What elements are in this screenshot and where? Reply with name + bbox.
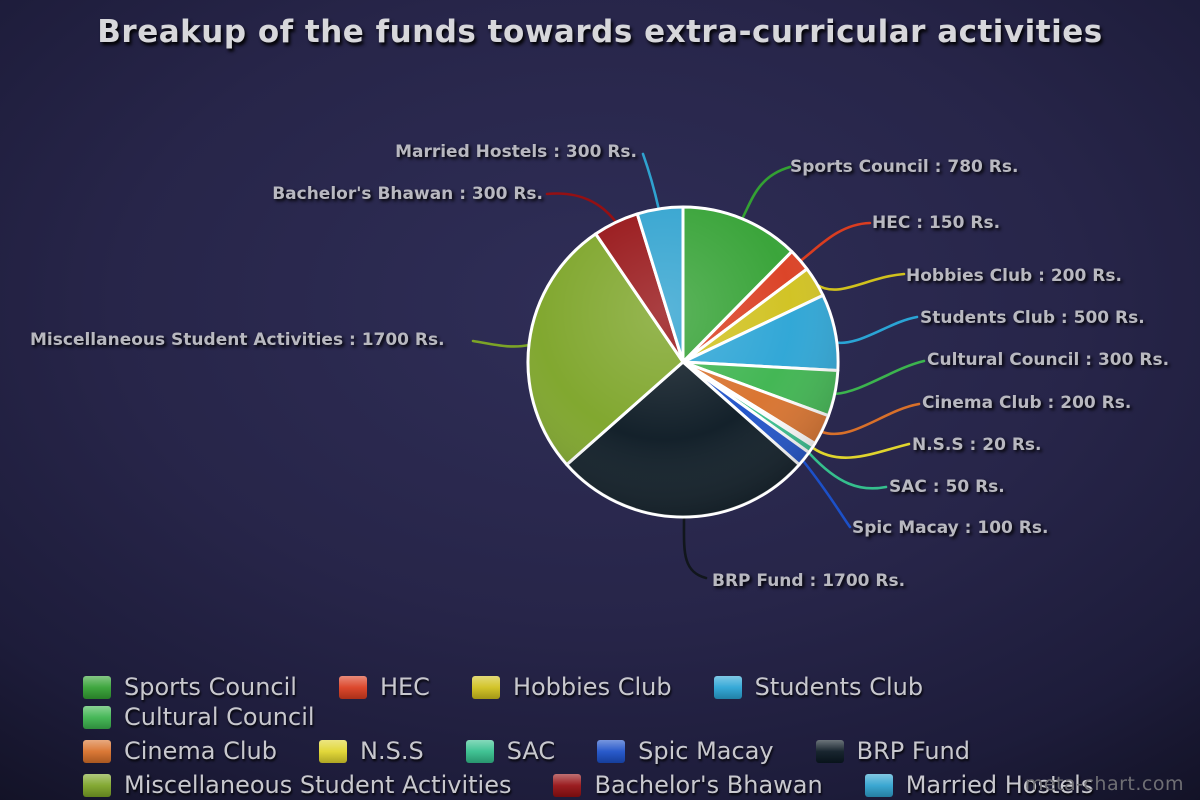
slice-label-miscellaneous-student-activities: Miscellaneous Student Activities : 1700 …: [30, 330, 445, 350]
callout-line-bachelor-s-bhawan: [545, 192, 620, 227]
legend-label-brp-fund: BRP Fund: [856, 737, 970, 765]
slice-label-hobbies-club: Hobbies Club : 200 Rs.: [906, 266, 1122, 286]
legend-item-students-club: Students Club: [713, 673, 924, 701]
legend-label-hobbies-club: Hobbies Club: [512, 673, 672, 701]
legend-item-cinema-club: Cinema Club: [83, 738, 277, 764]
legend-label-bachelor-s-bhawan: Bachelor's Bhawan: [594, 771, 823, 799]
legend-swatch-n-s-s: [319, 739, 347, 763]
legend-label-cinema-club: Cinema Club: [124, 737, 277, 765]
legend-label-spic-macay: Spic Macay: [638, 737, 774, 765]
legend-label-married-hostels: Married Hostels: [905, 771, 1094, 799]
legend-label-students-club: Students Club: [754, 673, 924, 701]
watermark: meta-chart.com: [1024, 773, 1184, 795]
legend-swatch-sports-council: [83, 675, 111, 699]
legend-item-married-hostels: Married Hostels: [864, 771, 1094, 799]
slice-label-brp-fund: BRP Fund : 1700 Rs.: [712, 571, 906, 591]
legend-swatch-hobbies-club: [471, 675, 500, 699]
legend-item-hec: HEC: [338, 673, 430, 701]
legend-item-miscellaneous-student-activities: Miscellaneous Student Activities: [83, 772, 511, 798]
slice-label-n-s-s: N.S.S : 20 Rs.: [912, 435, 1042, 455]
legend-swatch-brp-fund: [815, 739, 844, 763]
callout-line-students-club: [831, 315, 919, 345]
callout-line-cinema-club: [820, 402, 921, 436]
legend-label-hec: HEC: [379, 673, 430, 701]
slice-label-cinema-club: Cinema Club : 200 Rs.: [922, 393, 1132, 413]
legend-item-sac: SAC: [465, 737, 556, 765]
chart-title: Breakup of the funds towards extra-curri…: [97, 14, 1103, 50]
legend-swatch-spic-macay: [597, 739, 626, 763]
pie-slices: [526, 205, 840, 519]
slice-label-married-hostels: Married Hostels : 300 Rs.: [395, 142, 637, 162]
legend-item-hobbies-club: Hobbies Club: [471, 673, 672, 701]
legend-item-n-s-s: N.S.S: [319, 738, 424, 764]
legend-swatch-students-club: [713, 675, 742, 699]
legend-label-cultural-council: Cultural Council: [124, 703, 315, 731]
legend-label-sports-council: Sports Council: [124, 673, 297, 701]
callout-line-n-s-s: [811, 442, 911, 459]
legend-label-n-s-s: N.S.S: [360, 737, 424, 765]
slice-label-sports-council: Sports Council : 780 Rs.: [790, 157, 1019, 177]
callout-line-hec: [797, 221, 872, 264]
callout-line-spic-macay: [802, 460, 852, 529]
callout-line-brp-fund: [682, 517, 708, 580]
legend-item-bachelor-s-bhawan: Bachelor's Bhawan: [553, 771, 823, 799]
callout-line-married-hostels: [641, 152, 661, 212]
legend-item-sports-council: Sports Council: [83, 674, 297, 700]
legend-swatch-married-hostels: [864, 773, 893, 797]
slice-label-sac: SAC : 50 Rs.: [889, 477, 1005, 497]
slice-label-bachelor-s-bhawan: Bachelor's Bhawan : 300 Rs.: [272, 184, 543, 204]
legend-label-miscellaneous-student-activities: Miscellaneous Student Activities: [124, 771, 512, 799]
slice-label-hec: HEC : 150 Rs.: [872, 213, 1001, 233]
legend-item-cultural-council: Cultural Council: [83, 704, 315, 730]
legend-swatch-hec: [338, 675, 367, 699]
slice-label-spic-macay: Spic Macay : 100 Rs.: [852, 518, 1049, 538]
legend-swatch-cultural-council: [83, 705, 111, 729]
legend-swatch-miscellaneous-student-activities: [83, 773, 111, 797]
slice-label-cultural-council: Cultural Council : 300 Rs.: [927, 350, 1170, 370]
callout-line-sports-council: [740, 165, 792, 221]
legend-label-sac: SAC: [506, 737, 556, 765]
legend-swatch-bachelor-s-bhawan: [553, 773, 582, 797]
callout-line-miscellaneous-student-activities: [471, 339, 531, 348]
legend-swatch-sac: [465, 739, 494, 763]
callout-line-cultural-council: [833, 359, 926, 396]
callout-line-hobbies-club: [814, 272, 906, 291]
legend-item-brp-fund: BRP Fund: [815, 737, 970, 765]
legend: Sports Council HEC Hobbies Club Students Cl…: [83, 674, 1148, 798]
legend-swatch-cinema-club: [83, 739, 111, 763]
slice-label-students-club: Students Club : 500 Rs.: [920, 308, 1145, 328]
legend-item-spic-macay: Spic Macay: [597, 737, 774, 765]
